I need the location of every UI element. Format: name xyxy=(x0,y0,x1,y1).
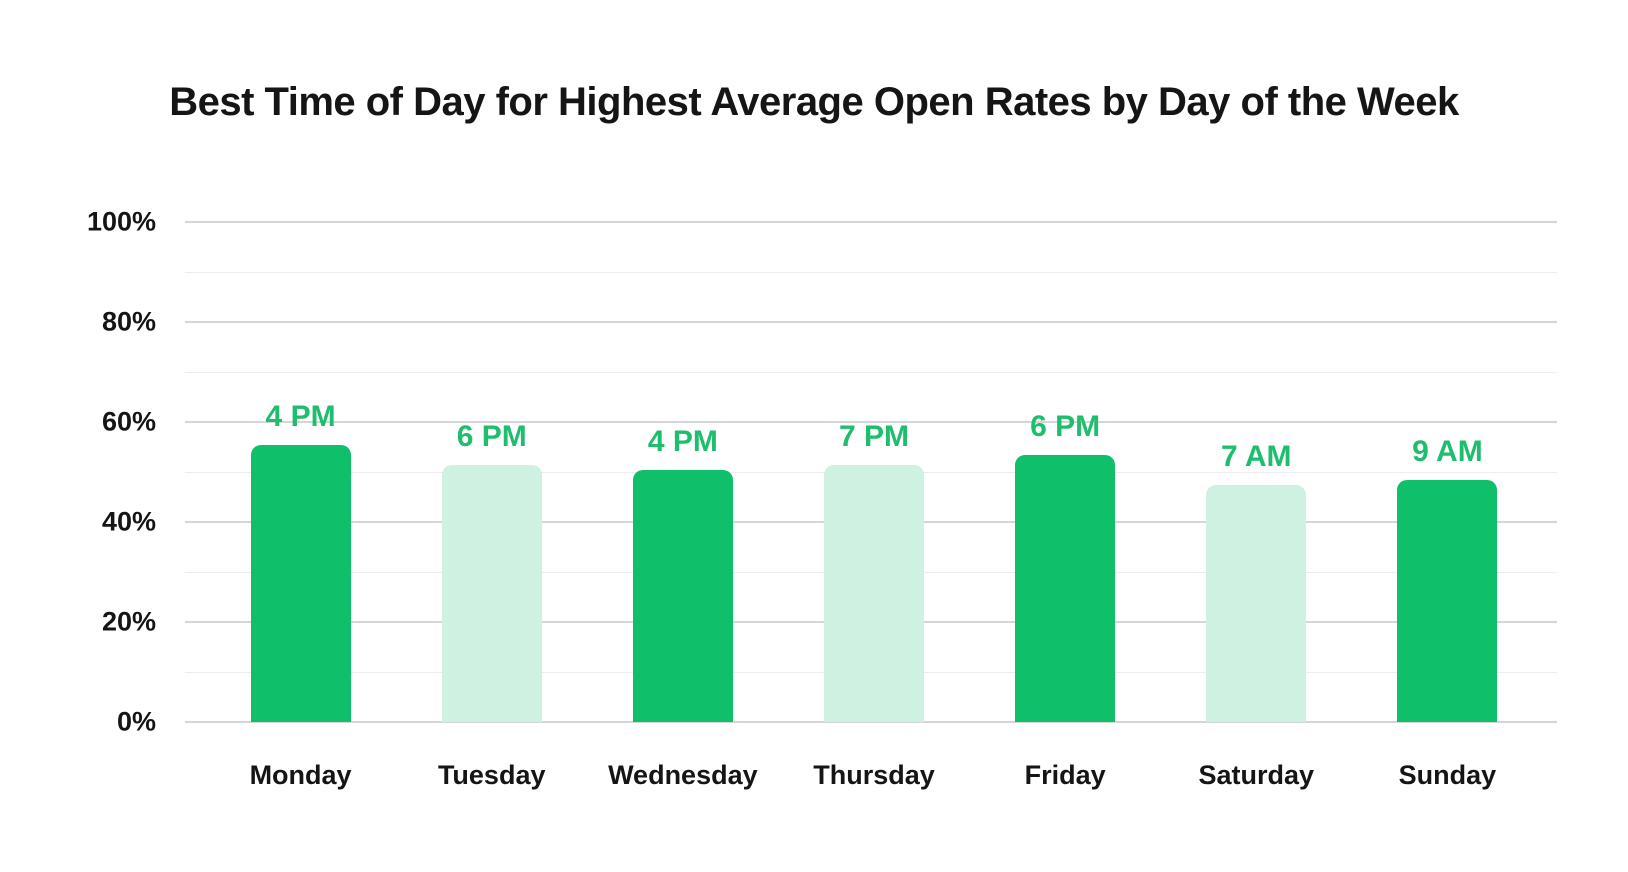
bar-value-label-monday: 4 PM xyxy=(265,399,336,433)
bar-sunday xyxy=(1397,479,1498,722)
y-tick-label-100: 100% xyxy=(86,206,156,237)
bars: 4 PM 6 PM 4 PM 7 PM 6 PM 7 AM 9 AM xyxy=(205,222,1543,722)
bar-slot-wednesday: 4 PM xyxy=(587,222,778,722)
bar-tuesday xyxy=(441,464,542,722)
y-tick-label-40: 40% xyxy=(101,506,156,537)
y-tick-label-20: 20% xyxy=(101,606,156,637)
x-tick-label-tuesday: Tuesday xyxy=(437,760,546,790)
bar-friday xyxy=(1015,454,1116,722)
x-tick-label-sunday: Sunday xyxy=(1398,760,1497,790)
gridline-70 xyxy=(185,372,1557,373)
chart-title: Best Time of Day for Highest Average Ope… xyxy=(169,80,1459,124)
gridline-80 xyxy=(185,321,1557,323)
y-tick-label-0: 0% xyxy=(116,706,156,737)
plot-area: 0% 20% 40% 60% 80% 100% 4 PM 6 PM 4 PM 7 PM 6 PM 7… xyxy=(87,207,1557,737)
bar-value-label-wednesday: 4 PM xyxy=(647,424,718,458)
x-tick-label-monday: Monday xyxy=(249,760,352,790)
gridline-100 xyxy=(185,221,1557,223)
bar-slot-saturday: 7 AM xyxy=(1161,222,1352,722)
bar-value-label-friday: 6 PM xyxy=(1030,409,1101,443)
bar-slot-thursday: 7 PM xyxy=(778,222,969,722)
bar-monday xyxy=(250,444,351,722)
bar-value-label-thursday: 7 PM xyxy=(838,419,909,453)
bar-slot-monday: 4 PM xyxy=(205,222,396,722)
bar-slot-tuesday: 6 PM xyxy=(396,222,587,722)
bar-saturday xyxy=(1206,484,1307,722)
x-axis-labels: Monday Tuesday Wednesday Thursday Friday Satu… xyxy=(205,760,1543,791)
bar-value-label-saturday: 7 AM xyxy=(1220,439,1292,473)
gridline-60 xyxy=(185,421,1557,423)
gridline-0 xyxy=(185,721,1557,723)
x-tick-label-wednesday: Wednesday xyxy=(608,760,758,790)
bar-thursday xyxy=(823,464,924,722)
bar-value-label-sunday: 9 AM xyxy=(1412,434,1483,468)
bar-slot-friday: 6 PM xyxy=(970,222,1161,722)
x-tick-label-saturday: Saturday xyxy=(1198,760,1315,790)
x-tick-label-friday: Friday xyxy=(1024,760,1106,790)
y-tick-label-80: 80% xyxy=(101,306,156,337)
y-tick-label-60: 60% xyxy=(101,406,156,437)
bar-value-label-tuesday: 6 PM xyxy=(456,419,527,453)
bar-slot-sunday: 9 AM xyxy=(1352,222,1543,722)
x-tick-label-thursday: Thursday xyxy=(813,760,935,790)
bar-wednesday xyxy=(632,469,733,722)
gridline-90 xyxy=(185,272,1557,273)
